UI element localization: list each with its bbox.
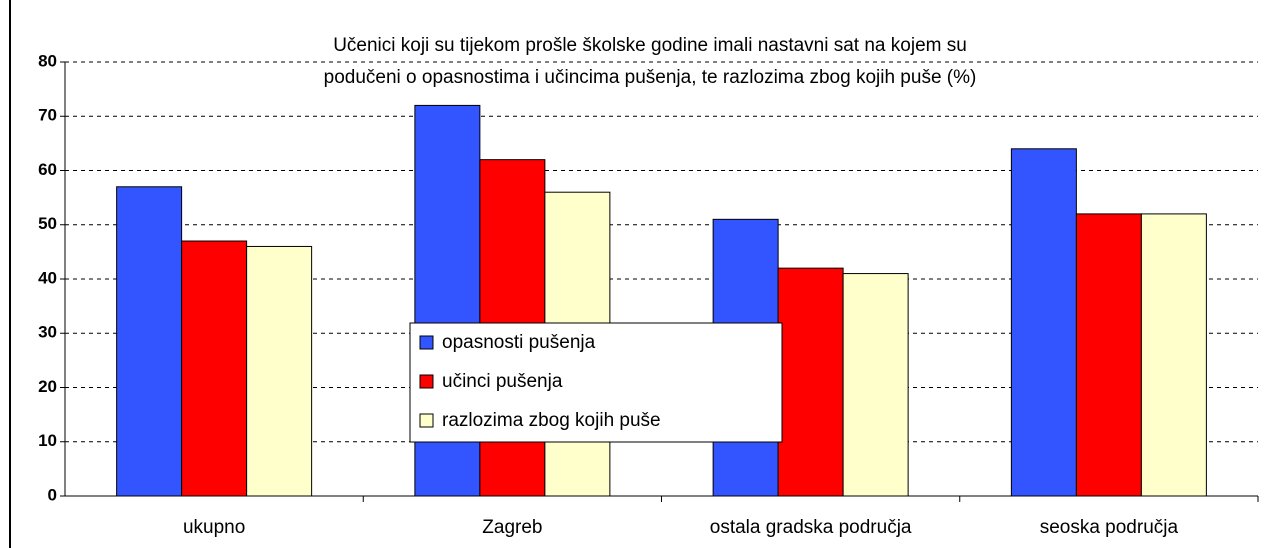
chart-title: podučeni o opasnostima i učincima pušenj… [324, 67, 977, 88]
bar [116, 186, 183, 497]
x-tick-label: seoska područja [1040, 517, 1179, 538]
bar [777, 267, 844, 497]
y-tick-label: 50 [38, 214, 57, 233]
bar [1010, 148, 1077, 497]
y-tick-label: 60 [38, 160, 57, 179]
legend-label: učinci pušenja [442, 371, 563, 392]
x-tick-label: ostala gradska područja [710, 517, 912, 538]
bar [1140, 213, 1207, 497]
y-tick-label: 20 [38, 377, 57, 396]
bar [842, 273, 909, 497]
bar [1075, 213, 1142, 497]
y-tick-label: 80 [38, 51, 57, 70]
y-tick-label: 10 [38, 431, 57, 450]
y-tick-label: 30 [38, 323, 57, 342]
y-tick-label: 0 [48, 485, 57, 504]
x-tick-label: Zagreb [482, 517, 542, 538]
y-tick-label: 70 [38, 106, 57, 125]
legend-label: razlozima zbog kojih puše [442, 410, 661, 431]
x-tick-label: ukupno [183, 517, 245, 538]
legend: opasnosti pušenja učinci pušenja razlozima… [409, 322, 783, 443]
bar [246, 245, 313, 497]
legend-label: opasnosti pušenja [442, 332, 596, 353]
legend-swatch [419, 413, 434, 428]
legend-swatch [419, 335, 434, 350]
y-tick-label: 40 [38, 268, 57, 287]
legend-box [409, 322, 783, 443]
chart-title: Učenici koji su tijekom prošle školske g… [333, 35, 967, 56]
bar [181, 240, 248, 497]
legend-swatch [419, 374, 434, 389]
